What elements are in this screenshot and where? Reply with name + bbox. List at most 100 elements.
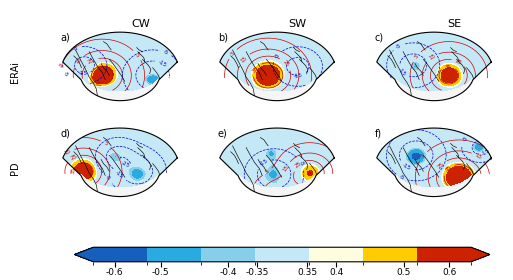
- Text: 25: 25: [282, 59, 290, 68]
- Point: [273, 166, 281, 171]
- Text: 15: 15: [240, 55, 248, 63]
- Point: [430, 166, 438, 171]
- Point: [430, 166, 438, 171]
- Text: -5: -5: [399, 174, 406, 181]
- Point: [430, 70, 438, 75]
- Point: [116, 166, 124, 171]
- Point: [273, 70, 281, 75]
- Text: 15: 15: [474, 153, 482, 161]
- Text: -5: -5: [298, 160, 305, 167]
- Text: 5: 5: [134, 52, 141, 58]
- Text: 35: 35: [94, 81, 103, 87]
- Text: 5: 5: [103, 141, 109, 147]
- Point: [430, 166, 438, 171]
- Point: [273, 70, 281, 75]
- Point: [273, 166, 281, 171]
- Text: c): c): [374, 32, 384, 42]
- Point: [116, 70, 124, 75]
- Point: [273, 166, 281, 171]
- Point: [116, 166, 124, 171]
- Point: [116, 70, 124, 75]
- Point: [430, 70, 438, 75]
- Point: [273, 70, 281, 75]
- Point: [273, 166, 281, 171]
- Text: -15: -15: [481, 148, 491, 157]
- Point: [430, 166, 438, 171]
- Text: -15: -15: [398, 67, 407, 77]
- Point: [116, 70, 124, 75]
- Point: [273, 70, 281, 75]
- Point: [116, 166, 124, 171]
- Point: [116, 70, 124, 75]
- Text: b): b): [218, 32, 228, 42]
- Polygon shape: [377, 128, 491, 197]
- Text: -15: -15: [259, 158, 269, 167]
- PathPatch shape: [74, 247, 93, 262]
- Polygon shape: [63, 128, 177, 197]
- Point: [430, 70, 438, 75]
- Text: SE: SE: [448, 19, 462, 29]
- Point: [273, 70, 281, 75]
- Text: f): f): [374, 128, 382, 138]
- Text: d): d): [61, 128, 71, 138]
- Text: -5: -5: [396, 43, 403, 50]
- Polygon shape: [377, 32, 491, 101]
- Point: [430, 70, 438, 75]
- Text: 5: 5: [229, 51, 235, 57]
- Point: [116, 166, 124, 171]
- Text: -5: -5: [62, 71, 69, 78]
- Point: [116, 70, 124, 75]
- Point: [273, 70, 281, 75]
- Text: 25: 25: [454, 58, 463, 66]
- Text: 5: 5: [59, 62, 65, 67]
- Text: 35: 35: [444, 165, 452, 173]
- Text: -5: -5: [162, 49, 169, 56]
- Text: 5: 5: [420, 153, 426, 159]
- Point: [273, 166, 281, 171]
- Text: 15: 15: [282, 164, 290, 173]
- Polygon shape: [220, 128, 334, 197]
- Text: PD: PD: [10, 162, 21, 175]
- Text: 35: 35: [444, 64, 452, 69]
- Text: 5: 5: [264, 169, 270, 175]
- Point: [273, 70, 281, 75]
- Point: [430, 70, 438, 75]
- Text: 35: 35: [251, 65, 260, 73]
- Point: [430, 166, 438, 171]
- Point: [116, 70, 124, 75]
- Point: [273, 166, 281, 171]
- Text: -5: -5: [461, 136, 469, 143]
- Point: [273, 70, 281, 75]
- Text: -15: -15: [157, 59, 168, 68]
- Text: -25: -25: [121, 160, 131, 169]
- Polygon shape: [63, 32, 177, 101]
- Point: [116, 166, 124, 171]
- Polygon shape: [220, 32, 334, 101]
- Text: 25: 25: [70, 154, 78, 161]
- Text: 25: 25: [294, 161, 303, 169]
- Point: [116, 166, 124, 171]
- Text: 35: 35: [71, 167, 76, 174]
- Text: -15: -15: [78, 71, 88, 76]
- Point: [430, 70, 438, 75]
- Text: e): e): [218, 128, 227, 138]
- Point: [430, 70, 438, 75]
- Point: [273, 166, 281, 171]
- Text: ERAi: ERAi: [10, 61, 21, 83]
- Point: [430, 70, 438, 75]
- Text: SW: SW: [289, 19, 307, 29]
- Point: [116, 70, 124, 75]
- Point: [273, 70, 281, 75]
- Point: [430, 70, 438, 75]
- Point: [430, 166, 438, 171]
- Text: 25: 25: [437, 162, 445, 170]
- Point: [430, 166, 438, 171]
- Point: [430, 166, 438, 171]
- Text: -15: -15: [401, 163, 411, 171]
- Text: -15: -15: [293, 73, 303, 79]
- Point: [273, 166, 281, 171]
- Point: [273, 166, 281, 171]
- Text: -5: -5: [72, 45, 79, 52]
- Text: CW: CW: [131, 19, 150, 29]
- Point: [116, 70, 124, 75]
